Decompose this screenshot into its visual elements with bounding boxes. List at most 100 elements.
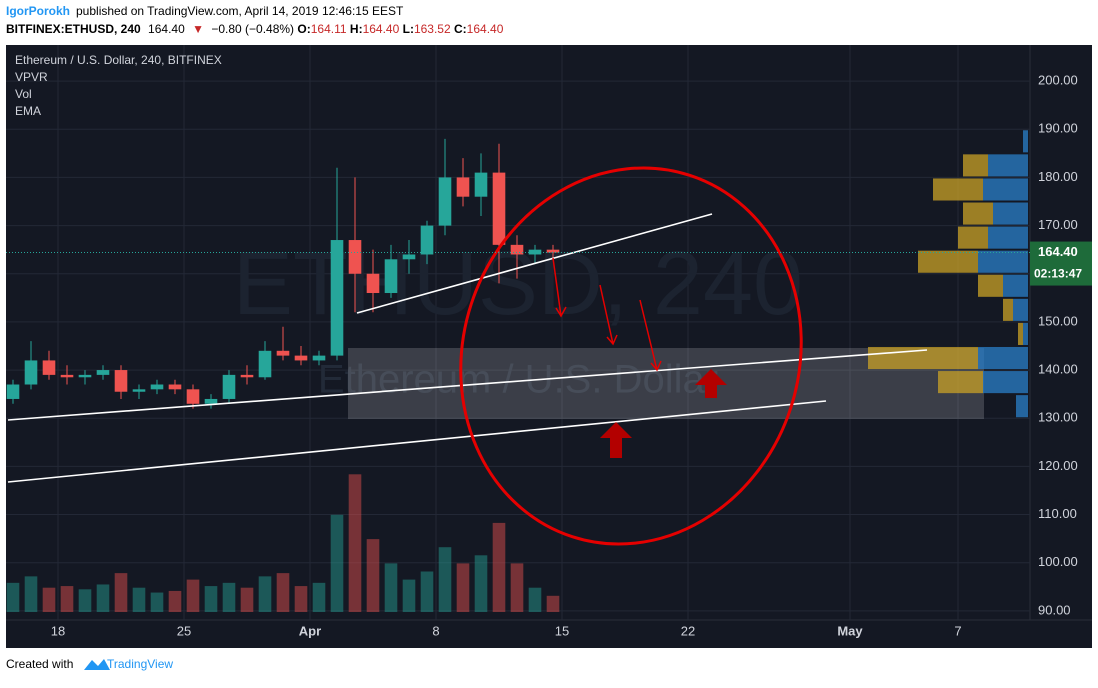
- candle-body: [96, 370, 110, 375]
- candle-body: [420, 225, 434, 255]
- o: 164.11: [311, 22, 347, 36]
- y-tick-label: 130.00: [1038, 410, 1078, 425]
- x-tick-label: 25: [177, 623, 191, 638]
- candle-body: [366, 273, 380, 294]
- vpvr-up: [988, 154, 1028, 177]
- quote-line: BITFINEX:ETHUSD, 240 164.40 ▼ −0.80 (−0.…: [6, 22, 504, 36]
- vpvr-up: [983, 371, 1028, 394]
- volume-bar: [222, 582, 236, 612]
- x-tick-label: 18: [51, 623, 65, 638]
- l: 163.52: [414, 22, 451, 36]
- candle-body: [132, 389, 146, 392]
- volume-bar: [258, 576, 272, 612]
- candle-body: [402, 254, 416, 260]
- candle-body: [510, 244, 524, 255]
- y-tick-label: 110.00: [1038, 506, 1077, 521]
- volume-bar: [132, 587, 146, 612]
- vpvr-up: [988, 226, 1028, 249]
- symbol: BITFINEX:ETHUSD, 240: [6, 22, 141, 36]
- footer-created: Created with: [6, 657, 73, 671]
- candle-body: [456, 177, 470, 197]
- volume-bar: [348, 474, 362, 612]
- y-tick-label: 190.00: [1038, 121, 1078, 136]
- up-arrow: [600, 422, 632, 458]
- candle-body: [204, 398, 218, 404]
- vpvr-up: [978, 250, 1028, 273]
- volume-bar: [384, 563, 398, 612]
- volume-bar: [114, 573, 128, 612]
- x-tick-label: May: [837, 623, 863, 638]
- watermark-sub: Ethereum / U.S. Dollar: [318, 358, 718, 402]
- y-tick-label: 180.00: [1038, 169, 1078, 184]
- candle-body: [294, 355, 308, 361]
- y-tick-label: 200.00: [1038, 73, 1078, 88]
- volume-bar: [24, 576, 38, 612]
- y-tick-label: 100.00: [1038, 554, 1078, 569]
- vpvr-down: [958, 226, 988, 249]
- candle-body: [78, 374, 92, 378]
- candle-body: [492, 172, 506, 245]
- price: 164.40: [148, 22, 185, 36]
- arrow: [552, 257, 567, 318]
- candle-body: [546, 249, 560, 253]
- logo: [84, 659, 110, 670]
- volume-bar: [330, 514, 344, 612]
- volume-bar: [402, 579, 416, 612]
- trend-line: [356, 213, 713, 314]
- h-label: H:: [350, 22, 363, 36]
- candle-body: [384, 259, 398, 294]
- change-arrow: ▼: [192, 22, 204, 36]
- volume-bar: [168, 590, 182, 612]
- y-tick-label: 150.00: [1038, 313, 1078, 328]
- candle-body: [42, 360, 56, 375]
- candle-body: [312, 355, 326, 361]
- vpvr-down: [918, 250, 978, 273]
- header: IgorPorokh published on TradingView.com,…: [6, 4, 404, 18]
- volume-bar: [96, 584, 110, 612]
- vpvr-down: [1018, 322, 1023, 345]
- arrow: [639, 299, 662, 372]
- arrows: [552, 257, 662, 372]
- vpvr-up: [1003, 274, 1028, 297]
- last-price-label: 164.40: [1038, 244, 1078, 259]
- chart-background: [6, 45, 1092, 648]
- volume-bar: [312, 582, 326, 612]
- y-tick-label: 140.00: [1038, 362, 1078, 377]
- candle-body: [24, 360, 38, 385]
- candle-body: [186, 389, 200, 404]
- o-label: O:: [297, 22, 310, 36]
- vpvr-down: [1003, 298, 1013, 321]
- vpvr-up: [1023, 130, 1028, 153]
- y-tick-label: 120.00: [1038, 458, 1078, 473]
- candle-body: [276, 350, 290, 356]
- volume-bar: [78, 589, 92, 612]
- candle-body: [6, 384, 20, 399]
- volume-bar: [528, 587, 542, 612]
- chart-title: Ethereum / U.S. Dollar, 240, BITFINEX: [15, 53, 222, 67]
- candle-body: [60, 374, 74, 378]
- candle-body: [258, 350, 272, 378]
- vpvr-down: [963, 202, 993, 225]
- volume-bar: [60, 586, 74, 612]
- vpvr-up: [983, 178, 1028, 201]
- c: 164.40: [467, 22, 504, 36]
- candle-body: [222, 374, 236, 399]
- candle-body: [348, 240, 362, 274]
- volume-bar: [420, 571, 434, 612]
- candle-body: [438, 177, 452, 226]
- volume-bar: [150, 592, 164, 612]
- indicator-label: EMA: [15, 104, 41, 118]
- arrow: [599, 284, 618, 346]
- volume: [6, 474, 560, 612]
- candles: [6, 138, 560, 409]
- volume-bar: [42, 587, 56, 612]
- footer-brand[interactable]: TradingView: [107, 657, 173, 671]
- last-price-box: [1030, 241, 1092, 286]
- volume-bar: [240, 587, 254, 612]
- volume-bar: [294, 586, 308, 612]
- y-tick-label: 90.00: [1038, 602, 1071, 617]
- candle-body: [168, 384, 182, 390]
- vpvr-up: [978, 346, 1028, 370]
- c-label: C:: [454, 22, 467, 36]
